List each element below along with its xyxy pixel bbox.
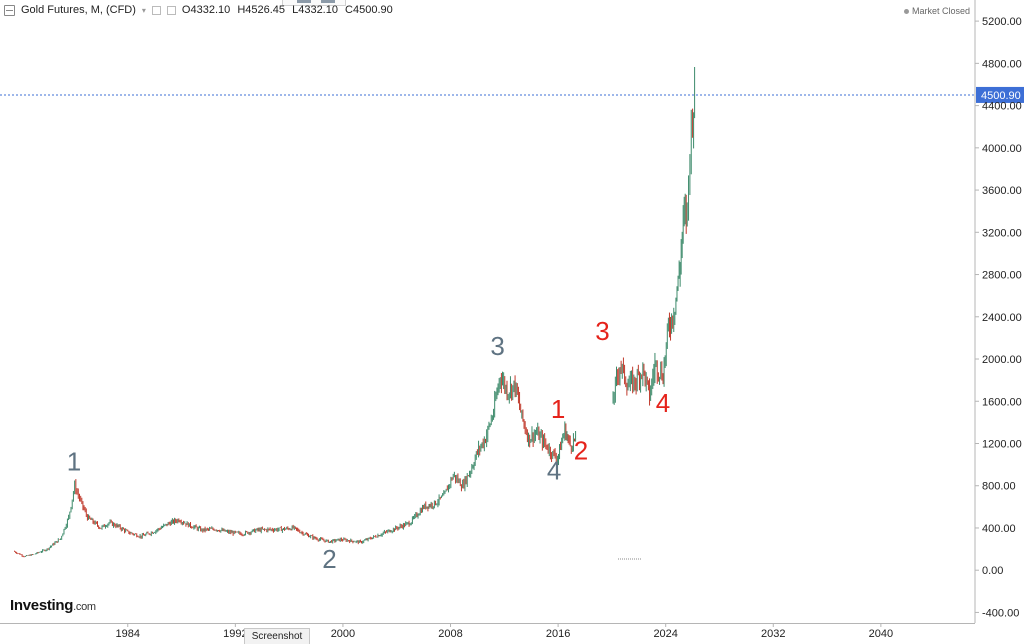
- y-tick-label: 400.00: [982, 523, 1016, 535]
- symbol-title[interactable]: Gold Futures, M, (CFD): [21, 4, 136, 16]
- status-dot-icon: [903, 9, 909, 15]
- toolbar-icon: [321, 0, 335, 3]
- settings-square-icon[interactable]: [151, 5, 161, 15]
- top-toolbar-tab[interactable]: [282, 0, 346, 6]
- y-tick-label: 3200.00: [982, 227, 1022, 239]
- logo-name: Investing: [10, 597, 74, 614]
- y-tick-label: 3600.00: [982, 185, 1022, 197]
- y-tick-label: 5200.00: [982, 16, 1022, 28]
- ohlc-close: C4500.90: [345, 4, 393, 16]
- wave-label: 1: [551, 394, 565, 424]
- x-tick-label: 2016: [546, 628, 570, 640]
- ohlc-low: L4332.10: [292, 4, 338, 16]
- y-tick-label: 4400.00: [982, 101, 1022, 113]
- candles-layer: [14, 67, 696, 558]
- chart-legend: Gold Futures, M, (CFD) ▾ O4332.10 H4526.…: [4, 4, 397, 16]
- screenshot-button[interactable]: Screenshot: [244, 628, 310, 644]
- y-tick-label: 1600.00: [982, 396, 1022, 408]
- y-tick-label: 800.00: [982, 481, 1016, 493]
- toolbar-icon: [297, 0, 311, 3]
- investing-logo: Investing.com: [10, 597, 96, 614]
- y-tick-label: 0.00: [982, 565, 1003, 577]
- settings-square-icon[interactable]: [166, 5, 176, 15]
- y-tick-label: -400.00: [982, 607, 1019, 619]
- market-status-text: Market Closed: [911, 6, 970, 16]
- wave-label: 4: [656, 388, 670, 418]
- ohlc-values: O4332.10 H4526.45 L4332.10 C4500.90: [182, 4, 397, 16]
- y-tick-label: 4800.00: [982, 58, 1022, 70]
- x-tick-label: 2008: [438, 628, 462, 640]
- x-tick-label: 2040: [869, 628, 893, 640]
- wave-label: 1: [67, 446, 81, 476]
- wave-label: 2: [574, 435, 588, 465]
- y-tick-label: 1200.00: [982, 438, 1022, 450]
- x-tick-label: 1984: [116, 628, 140, 640]
- x-tick-label: 2024: [653, 628, 677, 640]
- last-price-label: 4500.90: [981, 90, 1021, 102]
- price-line-layer: 4500.90: [0, 86, 1024, 103]
- x-tick-label: 1992: [223, 628, 247, 640]
- y-tick-label: 2400.00: [982, 312, 1022, 324]
- wave-label: 2: [322, 544, 336, 574]
- wave-label: 4: [547, 455, 561, 485]
- y-tick-label: 2800.00: [982, 270, 1022, 282]
- collapse-icon[interactable]: [4, 4, 15, 16]
- logo-suffix: .com: [73, 601, 96, 613]
- wave-label: 3: [490, 331, 504, 361]
- ohlc-high: H4526.45: [237, 4, 286, 16]
- y-tick-label: 2000.00: [982, 354, 1022, 366]
- wave-label: 3: [595, 316, 609, 346]
- x-tick-label: 2000: [331, 628, 355, 640]
- chevron-down-icon[interactable]: ▾: [141, 5, 146, 15]
- x-tick-label: 2032: [761, 628, 785, 640]
- y-tick-label: 4000.00: [982, 143, 1022, 155]
- ohlc-open: O4332.10: [181, 4, 231, 16]
- last-price-badge: [976, 86, 1024, 103]
- market-status: Market Closed: [903, 6, 970, 16]
